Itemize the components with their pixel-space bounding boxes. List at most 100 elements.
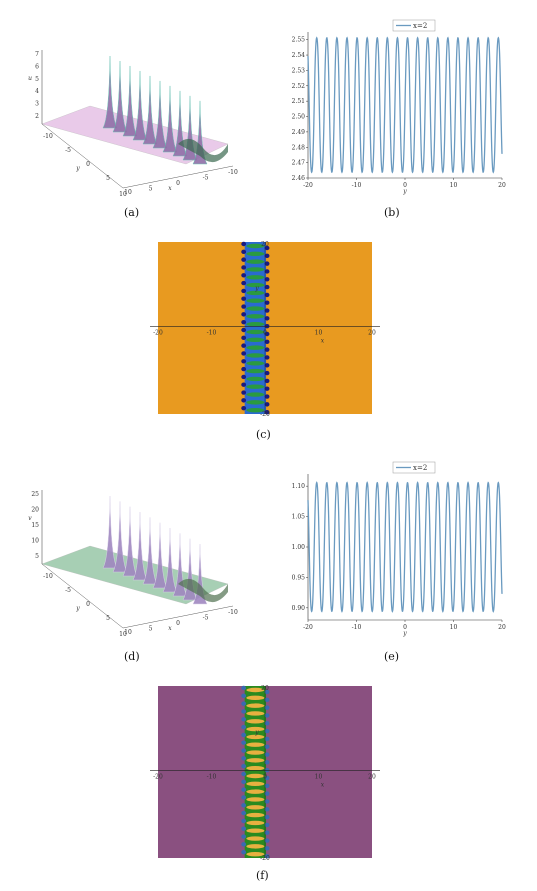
band-blob: [246, 407, 265, 413]
surface-spike: [182, 95, 198, 161]
y-axis-label: y: [75, 605, 80, 612]
x-tick-label: 10: [119, 631, 127, 638]
surface-spike: [152, 522, 168, 589]
x-tick-label: 0: [403, 624, 407, 631]
band-edge-right: [264, 402, 270, 407]
y-tick-label: 10: [124, 189, 132, 196]
band-blob: [246, 267, 265, 272]
band-blob: [246, 329, 265, 335]
band-blob: [246, 275, 265, 280]
x-tick-label: -20: [153, 773, 163, 780]
z-tick-label: 25: [31, 491, 39, 498]
band-edge-left: [241, 740, 247, 745]
band-edge-right: [264, 705, 270, 710]
y-tick-label: 2.46: [292, 175, 306, 182]
surface-spike: [132, 70, 148, 141]
x-tick-label: -10: [207, 773, 217, 780]
band-edge-right: [264, 253, 270, 259]
x-tick-label: -10: [352, 182, 362, 189]
band-edge-left: [241, 343, 247, 348]
band-edge-left: [241, 390, 247, 395]
band-edge-left: [241, 795, 247, 800]
z-tick-label: 20: [31, 507, 39, 514]
band-edge-left: [241, 405, 247, 411]
y-axis: [41, 123, 124, 189]
z-tick-label: 15: [31, 522, 39, 529]
surface-trough: [178, 578, 228, 603]
band-blob: [246, 353, 265, 358]
y-axis-label: y: [254, 285, 259, 292]
band-blob: [246, 361, 265, 366]
chart-e-line: -20 -10 0 10 20 0.90 0.95 1.00 1.05 1.10 y x=2: [292, 461, 506, 637]
band-blob: [246, 695, 265, 701]
x-axis: [122, 165, 234, 189]
band-edge-right: [264, 697, 270, 703]
x-tick-label: 5: [149, 186, 153, 193]
band-blob: [246, 797, 265, 802]
band-edge-right: [264, 378, 270, 384]
x-tick-label: 0: [176, 620, 180, 627]
y-tick-label: 0.90: [292, 605, 306, 612]
series-line: [307, 36, 503, 174]
band-blob: [246, 773, 265, 779]
z-tick-label: 2: [35, 113, 39, 120]
y-tick-label: 2.55: [292, 37, 306, 44]
x-tick-label: 20: [368, 773, 376, 780]
band-edge-left: [241, 717, 247, 722]
band-edge-left: [241, 826, 247, 831]
band-edge-right: [264, 261, 270, 266]
z-axis-label: v: [28, 515, 32, 522]
x-tick-label: 10: [119, 191, 127, 198]
band-edge-left: [241, 763, 247, 769]
band-blob: [246, 812, 265, 818]
y-tick-label: 20: [261, 241, 269, 248]
band-edge-right: [264, 838, 270, 843]
y-tick-label: 10: [124, 629, 132, 636]
band-edge-left: [241, 693, 247, 699]
band-edge-left: [241, 382, 247, 387]
band-blob: [246, 734, 265, 740]
surface-spike: [172, 533, 188, 597]
band-edge-right: [264, 791, 270, 796]
band-edge-right: [264, 386, 270, 391]
series-line: [307, 481, 503, 613]
band-blob: [246, 703, 265, 708]
z-tick-label: 10: [31, 538, 39, 545]
band-edge-right: [264, 292, 270, 298]
z-axis-label: u: [28, 75, 32, 82]
band-edge-left: [241, 771, 247, 777]
band-blob: [246, 259, 265, 264]
band-blob: [246, 306, 265, 311]
legend-box: [392, 19, 436, 32]
band-edge-right: [264, 822, 270, 828]
chart-f-density: -20 -10 0 10 20 x y 20 -20: [150, 685, 380, 862]
band-edge-right: [264, 807, 270, 812]
band-edge-left: [241, 701, 247, 706]
surface-trough: [178, 138, 228, 163]
x-axis-label: y: [402, 188, 407, 195]
x-tick-label: -10: [352, 624, 362, 631]
band-edge-left: [241, 312, 247, 317]
band-edge-left: [241, 351, 247, 356]
band-blob: [246, 384, 265, 389]
band-edge-left: [241, 366, 247, 372]
y-tick-label: 20: [261, 685, 269, 692]
band-edge-left: [241, 273, 247, 278]
band-blob: [246, 687, 265, 693]
band-edge-left: [241, 818, 247, 824]
band-edge-right: [264, 284, 270, 290]
band-edge-right: [264, 331, 270, 337]
x-tick-label: 10: [450, 182, 458, 189]
x-axis-label: y: [402, 630, 407, 637]
band-edge-right: [264, 846, 270, 851]
band-blob: [246, 711, 265, 716]
x-tick-label: -5: [203, 175, 209, 182]
z-tick-label: 5: [35, 553, 39, 560]
y-tick-label: 1.10: [292, 483, 306, 490]
band-edge-left: [241, 724, 247, 730]
band-blob: [246, 742, 265, 747]
band-edge-left: [241, 787, 247, 792]
band-blob: [246, 726, 265, 732]
band-edge-left: [241, 335, 247, 341]
y-tick-label: -5: [65, 147, 71, 154]
